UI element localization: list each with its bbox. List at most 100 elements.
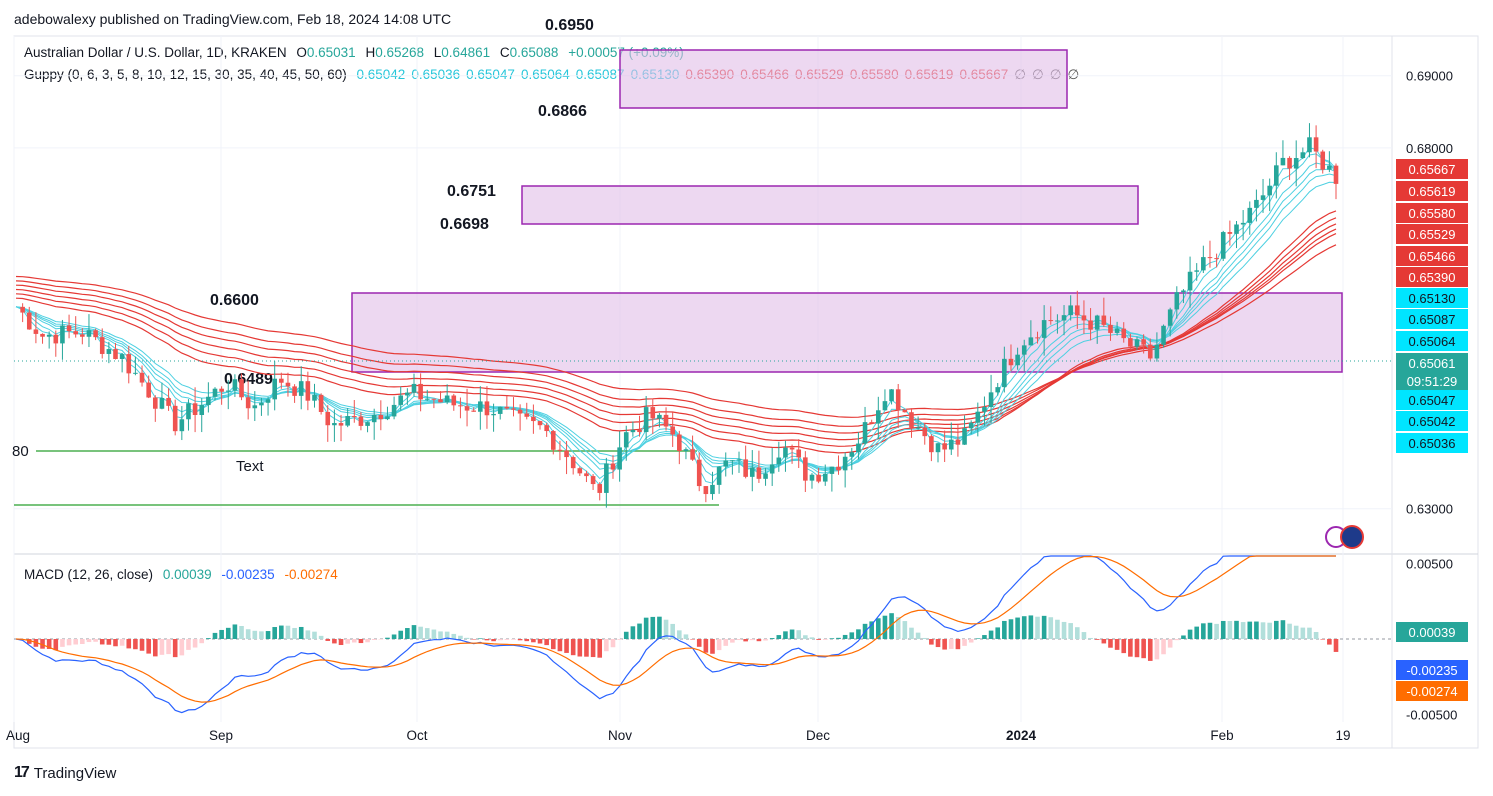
candle-body — [1287, 157, 1292, 169]
candle-body — [298, 381, 304, 396]
candle-body — [33, 329, 39, 334]
macd-histogram-bar — [783, 631, 788, 639]
macd-histogram-bar — [1293, 625, 1299, 639]
candle-body — [1147, 344, 1153, 359]
candle-body — [186, 403, 191, 420]
candle-body — [1227, 232, 1233, 234]
macd-histogram-bar — [325, 639, 331, 641]
candle-body — [796, 449, 802, 458]
candle-body — [212, 388, 218, 397]
macd-histogram-bar — [889, 613, 894, 639]
macd-histogram-bar — [391, 634, 397, 639]
macd-histogram-bar — [497, 639, 503, 641]
candle-body — [192, 403, 198, 415]
macd-histogram-bar — [252, 630, 258, 639]
price-label-box — [1396, 159, 1468, 179]
macd-histogram-bar — [451, 633, 457, 639]
price-label-box — [1396, 390, 1468, 410]
macd-histogram-bar — [365, 639, 370, 643]
candle-body — [650, 407, 656, 419]
candle-body — [146, 382, 151, 398]
candle-body — [1293, 158, 1299, 169]
price-label-fast: 0.65036 — [1409, 436, 1456, 451]
macd-histogram-bar — [710, 639, 715, 654]
macd-histogram-bar — [1320, 639, 1326, 640]
candle-body — [743, 459, 748, 477]
macd-hist-value: 0.00039 — [162, 567, 212, 582]
macd-histogram-bar — [1088, 637, 1093, 639]
macd-histogram-bar — [431, 629, 437, 639]
macd-histogram-bar — [484, 639, 490, 641]
macd-histogram-bar — [1134, 639, 1140, 658]
candle-body — [623, 432, 629, 448]
macd-histogram-bar — [1035, 616, 1040, 639]
macd-histogram-bar — [650, 616, 656, 639]
tradingview-brand[interactable]: TradingView — [33, 764, 117, 782]
candle-body — [789, 447, 795, 450]
macd-histogram-bar — [876, 618, 881, 639]
candle-body — [511, 408, 516, 410]
guppy-title[interactable]: Guppy (0, 6, 3, 5, 8, 10, 12, 15, 30, 35… — [24, 67, 347, 82]
price-label-slow: 0.65466 — [1409, 249, 1456, 264]
macd-histogram-bar — [577, 639, 583, 657]
candle-body — [550, 431, 556, 450]
macd-label-box — [1396, 681, 1468, 701]
candle-body — [418, 383, 423, 400]
macd-histogram-bar — [1214, 623, 1219, 639]
macd-label-macd: -0.00235 — [1406, 663, 1457, 678]
macd-histogram-bar — [1267, 622, 1272, 639]
candle-body — [730, 460, 735, 462]
macd-histogram-bar — [438, 631, 443, 639]
macd-histogram-bar — [789, 629, 795, 639]
candle-body — [1254, 199, 1259, 208]
macd-histogram-bar — [146, 639, 151, 654]
candle-body — [683, 449, 689, 451]
macd-histogram-bar — [119, 639, 125, 646]
candle-body — [86, 330, 92, 337]
candle-body — [391, 404, 397, 417]
price-label-box — [1396, 181, 1468, 201]
macd-histogram-bar — [1055, 619, 1060, 639]
price-label-slow: 0.65529 — [1409, 227, 1456, 242]
guppy-fast-value-1: 0.65036 — [411, 67, 461, 82]
macd-histogram-bar — [882, 615, 888, 639]
macd-histogram-bar — [99, 639, 105, 645]
macd-histogram-bar — [1274, 620, 1279, 639]
macd-histogram-bar — [172, 639, 178, 658]
candle-body — [922, 427, 928, 437]
candle-body — [358, 416, 364, 426]
macd-histogram-bar — [809, 637, 815, 639]
candle-body — [895, 389, 901, 411]
macd-histogram-bar — [166, 639, 171, 655]
macd-title[interactable]: MACD (12, 26, close) — [24, 567, 154, 582]
zone-top-label: 0.6950 — [545, 17, 594, 34]
candle-body — [292, 386, 297, 396]
candle-body — [1274, 165, 1279, 186]
macd-histogram-bar — [1068, 623, 1073, 639]
candle-body — [199, 405, 205, 415]
candle-body — [617, 447, 622, 470]
candle-body — [385, 416, 390, 420]
guppy-fast-ema-15 — [15, 181, 1337, 469]
macd-histogram-bar — [424, 628, 430, 639]
macd-histogram-bar — [982, 635, 987, 639]
macd-histogram-bar — [199, 639, 205, 644]
candle-body — [219, 388, 224, 392]
candle-body — [1075, 305, 1080, 316]
macd-histogram-bar — [1300, 627, 1306, 639]
candle-body — [1280, 157, 1286, 166]
macd-histogram-bar — [922, 637, 928, 639]
price-label-box — [1396, 246, 1468, 266]
candle-body — [590, 476, 596, 485]
candle-body — [239, 379, 244, 398]
candle-body — [259, 402, 264, 406]
candle-body — [40, 333, 45, 337]
macd-histogram-bar — [1101, 639, 1107, 644]
candle-body — [312, 394, 317, 401]
macd-histogram-bar — [537, 639, 543, 644]
macd-histogram-bar — [152, 639, 158, 657]
price-tick-label: 0.68000 — [1406, 141, 1453, 156]
macd-histogram-bar — [749, 639, 755, 641]
candle-body — [424, 398, 430, 400]
